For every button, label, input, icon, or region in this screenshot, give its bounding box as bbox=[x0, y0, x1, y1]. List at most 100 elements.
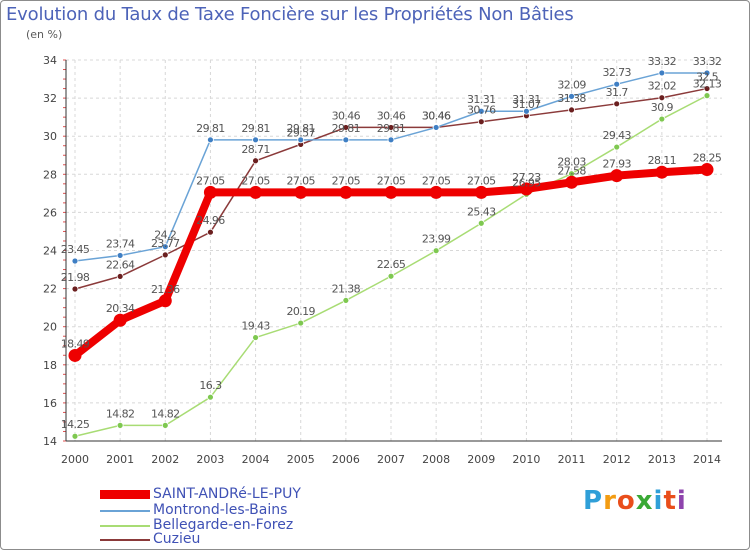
data-point bbox=[475, 186, 488, 199]
data-label: 32.02 bbox=[648, 80, 677, 93]
legend-swatch-saint-andre bbox=[100, 490, 150, 499]
data-point bbox=[388, 273, 394, 279]
data-label: 23.99 bbox=[422, 233, 451, 246]
data-point bbox=[388, 137, 394, 143]
y-tick-label: 34 bbox=[43, 54, 57, 67]
data-label: 32.5 bbox=[696, 71, 719, 84]
data-point bbox=[207, 229, 213, 235]
data-label: 27.93 bbox=[602, 158, 631, 171]
legend-swatch-cuzieu bbox=[100, 539, 150, 541]
data-label: 25.43 bbox=[467, 205, 496, 218]
data-point bbox=[569, 107, 575, 113]
data-point bbox=[610, 169, 623, 182]
y-tick-label: 30 bbox=[43, 130, 57, 143]
data-label: 32.09 bbox=[557, 78, 586, 91]
y-tick-label: 28 bbox=[43, 168, 57, 181]
data-point bbox=[207, 394, 213, 400]
x-tick-label: 2010 bbox=[512, 453, 540, 466]
data-label: 27.05 bbox=[286, 174, 315, 187]
legend-swatch-montrond bbox=[100, 510, 150, 512]
data-point bbox=[294, 186, 307, 199]
x-tick-label: 2000 bbox=[61, 453, 89, 466]
legend-label-montrond: Montrond-les-Bains bbox=[153, 502, 287, 518]
data-label: 23.74 bbox=[106, 237, 135, 250]
logo-letter: P bbox=[583, 486, 603, 516]
data-label: 19.43 bbox=[241, 320, 270, 333]
data-label: 27.05 bbox=[467, 174, 496, 187]
data-point bbox=[614, 144, 620, 150]
data-label: 29.81 bbox=[286, 122, 315, 135]
data-label: 30.46 bbox=[422, 109, 451, 122]
data-point bbox=[655, 166, 668, 179]
x-tick-label: 2004 bbox=[242, 453, 270, 466]
data-label: 27.05 bbox=[196, 174, 225, 187]
data-point bbox=[72, 258, 78, 264]
y-tick-label: 22 bbox=[43, 283, 57, 296]
legend-label-cuzieu: Cuzieu bbox=[153, 531, 200, 547]
y-tick-label: 32 bbox=[43, 92, 57, 105]
y-tick-label: 18 bbox=[43, 359, 57, 372]
data-label: 29.43 bbox=[602, 129, 631, 142]
data-point bbox=[343, 137, 349, 143]
data-point bbox=[339, 186, 352, 199]
legend-label-saint-andre: SAINT-ANDRé-LE-PUY bbox=[153, 486, 301, 502]
data-point bbox=[433, 124, 439, 130]
data-label: 28.25 bbox=[693, 152, 722, 165]
y-tick-label: 16 bbox=[43, 397, 57, 410]
data-point bbox=[162, 252, 168, 258]
logo-letter: i bbox=[654, 486, 664, 516]
data-label: 27.05 bbox=[241, 174, 270, 187]
data-point bbox=[659, 70, 665, 76]
proxiti-logo: Proxiti bbox=[583, 486, 687, 516]
data-point bbox=[162, 422, 168, 428]
data-point bbox=[704, 93, 710, 99]
data-label: 22.65 bbox=[377, 258, 406, 271]
data-point bbox=[114, 314, 127, 327]
data-point bbox=[478, 220, 484, 226]
data-label: 14.82 bbox=[151, 407, 180, 420]
data-label: 20.34 bbox=[106, 302, 135, 315]
x-tick-label: 2009 bbox=[467, 453, 495, 466]
x-tick-label: 2002 bbox=[151, 453, 179, 466]
logo-letter: x bbox=[636, 486, 654, 516]
data-label: 27.23 bbox=[512, 171, 541, 184]
data-label: 33.32 bbox=[693, 55, 722, 68]
data-point bbox=[117, 273, 123, 279]
data-label: 29.81 bbox=[332, 122, 361, 135]
data-point bbox=[69, 349, 82, 362]
data-point bbox=[433, 248, 439, 254]
y-tick-label: 24 bbox=[43, 245, 57, 258]
data-label: 28.11 bbox=[648, 154, 677, 167]
data-label: 28.71 bbox=[241, 143, 270, 156]
data-point bbox=[249, 186, 262, 199]
data-label: 27.05 bbox=[422, 174, 451, 187]
data-point bbox=[253, 335, 259, 341]
logo-letter: i bbox=[677, 486, 687, 516]
data-point bbox=[298, 320, 304, 326]
data-label: 20.19 bbox=[286, 305, 315, 318]
data-label: 31.31 bbox=[512, 93, 541, 106]
data-label: 31.38 bbox=[557, 92, 586, 105]
data-point bbox=[207, 137, 213, 143]
data-point bbox=[72, 433, 78, 439]
data-point bbox=[659, 95, 665, 101]
data-label: 27.05 bbox=[332, 174, 361, 187]
data-point bbox=[117, 422, 123, 428]
data-label: 29.81 bbox=[196, 122, 225, 135]
data-point bbox=[385, 186, 398, 199]
data-point bbox=[159, 294, 172, 307]
legend-swatch-bellegarde bbox=[100, 525, 150, 527]
data-label: 14.25 bbox=[61, 418, 90, 431]
data-label: 31.31 bbox=[467, 93, 496, 106]
data-label: 16.3 bbox=[199, 379, 222, 392]
data-point bbox=[204, 186, 217, 199]
data-point bbox=[253, 158, 259, 164]
x-tick-label: 2003 bbox=[196, 453, 224, 466]
x-tick-label: 2001 bbox=[106, 453, 134, 466]
y-tick-label: 14 bbox=[43, 435, 57, 448]
data-label: 30.46 bbox=[332, 109, 361, 122]
x-tick-label: 2006 bbox=[332, 453, 360, 466]
data-label: 23.45 bbox=[61, 243, 90, 256]
data-label: 27.05 bbox=[377, 174, 406, 187]
x-tick-label: 2005 bbox=[287, 453, 315, 466]
